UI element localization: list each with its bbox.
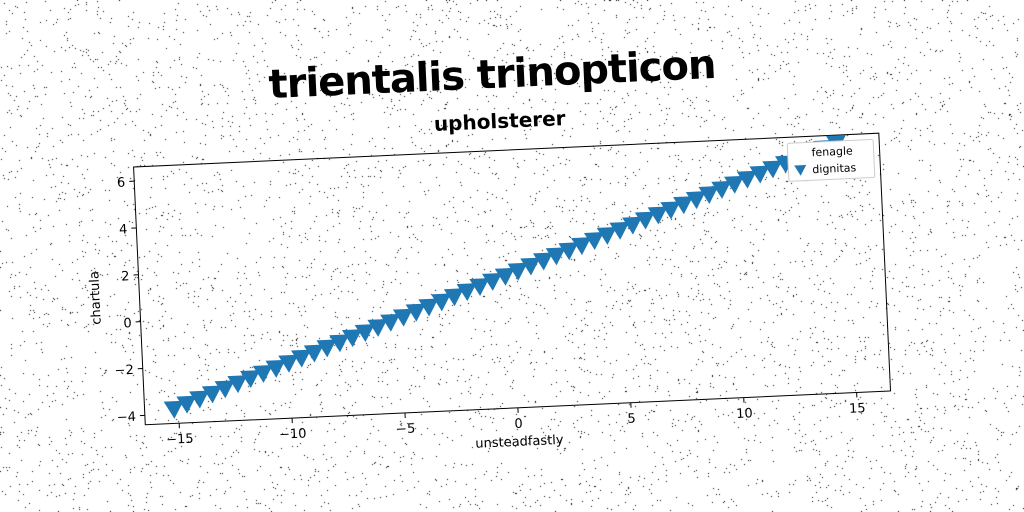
legend: fenagle dignitas (786, 139, 876, 182)
x-axis: −15 −10 −5 0 5 10 15 (166, 392, 866, 448)
data-point (558, 242, 579, 261)
data-point (634, 211, 655, 230)
y-tick-label: 4 (119, 222, 128, 237)
data-point (609, 221, 630, 240)
data-point (392, 308, 413, 327)
data-point (507, 262, 528, 281)
y-axis-label: chartula (87, 271, 104, 325)
data-point (545, 247, 566, 266)
plot-area: −15 −10 −5 0 5 10 15 −4 −2 0 2 4 6 unsteadfastly ch… (87, 132, 892, 452)
data-point (303, 344, 324, 363)
x-tick-label: −5 (396, 422, 416, 438)
x-axis-label: unsteadfastly (475, 433, 564, 452)
data-point (622, 216, 643, 235)
x-tick-label: 5 (627, 412, 636, 427)
data-point (660, 201, 681, 220)
data-point (227, 375, 248, 394)
data-point (698, 186, 719, 204)
data-point (736, 170, 757, 189)
legend-marker-dignitas (794, 165, 807, 176)
data-point (201, 385, 222, 404)
legend-label-dignitas: dignitas (812, 161, 857, 176)
data-point (571, 237, 592, 256)
legend-label-fenagle: fenagle (811, 144, 853, 159)
data-point (418, 298, 439, 317)
data-marks (163, 134, 846, 419)
data-point (380, 313, 401, 332)
data-point (189, 390, 210, 409)
chart-title: upholsterer (433, 106, 566, 136)
data-point (482, 272, 503, 291)
data-point (316, 339, 337, 358)
data-point (711, 180, 732, 199)
data-point (176, 395, 197, 414)
data-point (762, 160, 783, 179)
data-point (252, 364, 273, 383)
y-tick-label: 2 (121, 269, 130, 284)
x-tick-label: 0 (514, 417, 523, 432)
data-point (329, 334, 350, 353)
x-tick-label: −10 (279, 426, 307, 442)
data-point (240, 370, 261, 389)
x-tick-label: 10 (736, 406, 753, 422)
data-point (291, 349, 311, 368)
data-point (163, 400, 184, 419)
data-point (469, 278, 490, 297)
data-point (278, 354, 299, 373)
data-point (443, 288, 464, 307)
y-tick-label: 6 (117, 176, 126, 191)
data-point (520, 257, 541, 276)
y-tick-label: −4 (116, 410, 136, 426)
data-point (265, 359, 286, 378)
y-tick-label: −2 (114, 363, 134, 379)
data-point (431, 293, 452, 312)
data-point (494, 267, 515, 286)
data-point (367, 318, 388, 337)
x-tick-label: −15 (166, 432, 194, 448)
x-tick-label: 15 (849, 401, 866, 417)
data-point (405, 303, 426, 322)
data-point (673, 196, 694, 215)
data-point (214, 380, 235, 399)
legend-box (786, 139, 876, 182)
data-point (583, 232, 604, 250)
data-point (532, 252, 553, 271)
data-point (749, 165, 770, 184)
data-point (596, 226, 617, 245)
y-axis: −4 −2 0 2 4 6 (114, 176, 145, 426)
data-point (685, 191, 706, 210)
data-point (456, 283, 477, 302)
y-tick-label: 0 (123, 316, 132, 331)
data-point (647, 206, 668, 225)
data-point (724, 175, 745, 194)
data-point (341, 329, 362, 348)
data-point (354, 324, 375, 343)
